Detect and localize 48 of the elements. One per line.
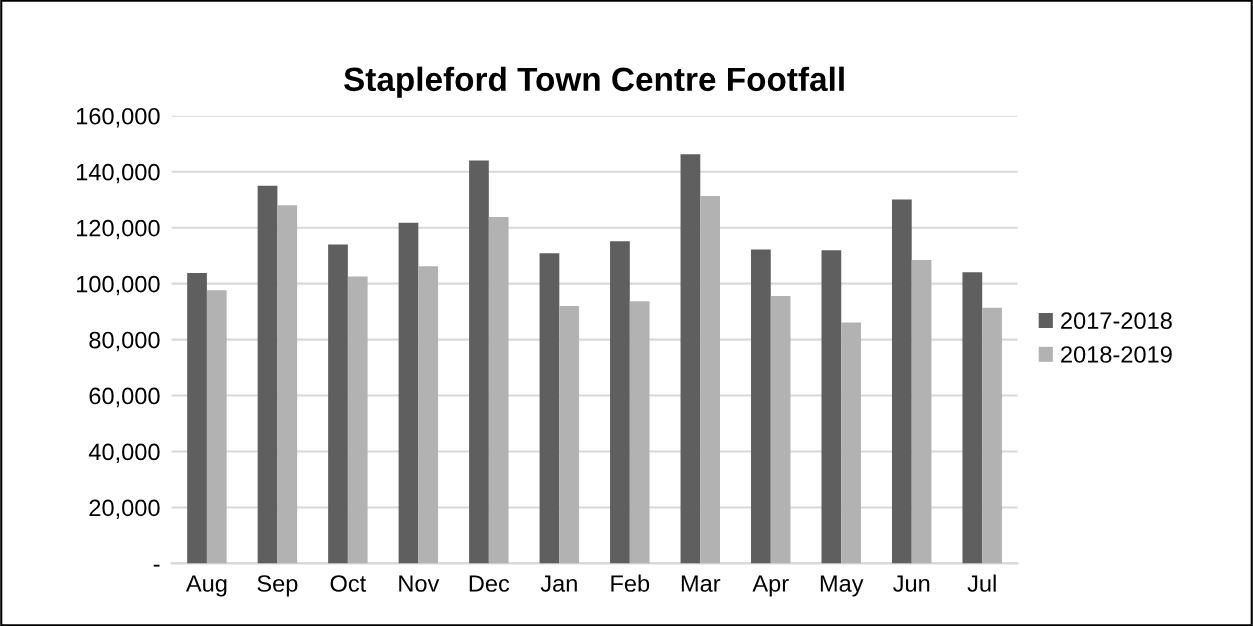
x-tick-label: Feb (611, 574, 650, 592)
x-tick-label: Nov (399, 575, 440, 592)
bar (187, 273, 207, 564)
bar (418, 266, 439, 564)
legend-label: 2018-2019 (1061, 346, 1172, 363)
bar (962, 272, 983, 564)
x-tick-label: Jun (893, 575, 930, 592)
bar (257, 185, 278, 564)
bar (629, 301, 650, 564)
bar (821, 250, 842, 564)
bar (328, 244, 348, 564)
y-tick-label: 20,000 (89, 499, 160, 520)
y-tick-label: 120,000 (77, 219, 160, 240)
bar (841, 322, 861, 564)
x-tick-label: May (820, 575, 864, 597)
y-tick-label: 160,000 (77, 107, 160, 128)
bar (398, 222, 419, 564)
x-tick-label: Mar (681, 575, 721, 592)
bar (347, 276, 368, 564)
y-tick-label: 100,000 (77, 275, 160, 296)
bar (277, 205, 298, 564)
y-tick-label: 60,000 (89, 387, 160, 408)
x-tick-label: Apr (752, 575, 789, 597)
bar (610, 241, 630, 564)
x-tick-label: Sep (257, 575, 298, 597)
bar (488, 217, 509, 564)
x-tick-label: Dec (469, 575, 510, 592)
bar (770, 295, 791, 564)
y-tick-label: 140,000 (77, 163, 160, 184)
bar (559, 306, 580, 564)
bar (982, 307, 1002, 564)
bar (751, 249, 771, 564)
bar (469, 160, 489, 564)
x-tick-label: Jul (967, 574, 996, 592)
legend-label: 2017-2018 (1061, 312, 1172, 330)
bar (206, 290, 227, 564)
y-tick-label: 40,000 (88, 443, 160, 464)
bar (891, 199, 912, 564)
bar (539, 253, 560, 564)
y-tick-label: 80,000 (89, 331, 160, 352)
bar (911, 259, 932, 564)
bar (680, 154, 701, 564)
y-tick-label: - (153, 564, 160, 567)
bar (700, 196, 721, 564)
chart-title: Stapleford Town Centre Footfall (343, 66, 844, 98)
x-tick-label: Aug (185, 575, 227, 597)
x-tick-label: Oct (330, 575, 367, 592)
x-tick-label: Jan (540, 575, 577, 592)
